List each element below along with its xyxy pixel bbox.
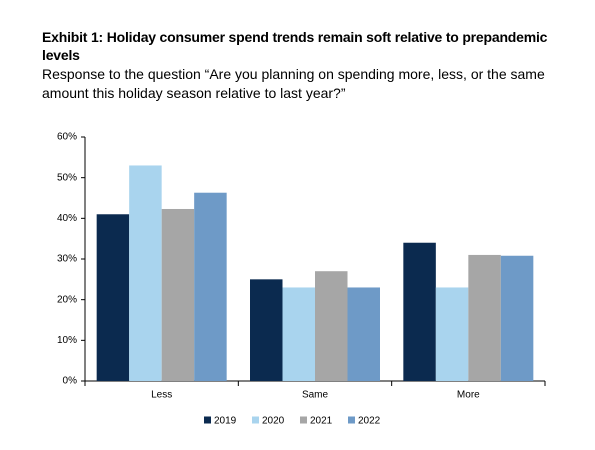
legend-swatch [252,416,259,424]
chart-subtitle: Response to the question “Are you planni… [42,66,545,101]
legend-label: 2020 [262,416,285,427]
y-tick-label: 30% [57,254,77,265]
bar [347,287,380,381]
y-tick-label: 10% [57,335,77,346]
bar [468,254,501,381]
legend-label: 2022 [358,416,381,427]
y-tick-label: 20% [57,294,77,305]
bar [315,271,348,381]
bar [500,255,534,381]
bar [161,208,195,381]
legend-swatch [204,416,211,424]
bar [435,287,469,381]
bar [282,287,315,381]
y-tick-label: 50% [57,172,77,183]
legend-swatch [300,416,307,424]
bar [403,242,436,381]
bar [96,214,130,381]
x-tick-label: Same [302,390,329,401]
y-tick-label: 40% [57,213,77,224]
legend-label: 2019 [214,416,237,427]
bar [250,279,283,381]
legend-label: 2021 [310,416,333,427]
bar [129,165,162,381]
chart-title: Exhibit 1: Holiday consumer spend trends… [42,29,548,63]
x-tick-label: Less [151,390,172,401]
y-tick-label: 0% [63,376,78,387]
legend-swatch [348,416,355,424]
bar [194,192,227,381]
x-tick-label: More [457,390,480,401]
y-tick-label: 60% [57,132,77,143]
